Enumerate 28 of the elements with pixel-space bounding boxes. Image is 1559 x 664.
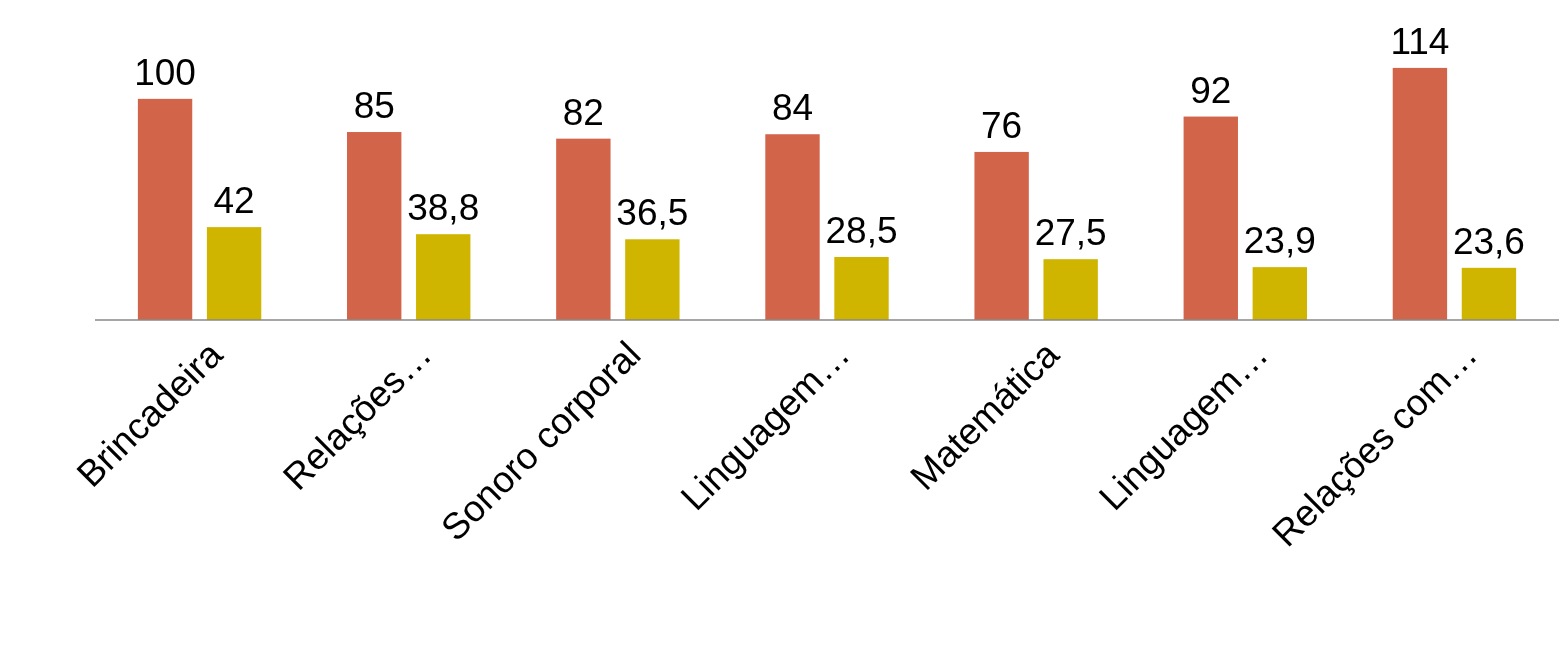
bar <box>206 227 262 320</box>
data-label: 36,5 <box>616 192 689 234</box>
bar <box>137 98 193 320</box>
data-label: 100 <box>134 51 196 93</box>
bar <box>1043 259 1098 320</box>
data-label: 82 <box>562 91 604 133</box>
bar <box>834 256 889 320</box>
data-label: 28,5 <box>825 209 898 251</box>
bar <box>765 134 820 320</box>
data-label: 38,8 <box>407 187 480 229</box>
bar <box>974 151 1029 320</box>
data-label: 85 <box>353 85 395 127</box>
data-label: 92 <box>1190 69 1232 111</box>
bar <box>625 239 680 320</box>
bar <box>1183 116 1238 320</box>
bar <box>1461 267 1517 320</box>
bar <box>347 132 402 320</box>
bar <box>1252 267 1307 320</box>
data-label: 114 <box>1390 20 1450 62</box>
data-label: 42 <box>213 180 255 222</box>
data-label: 84 <box>771 87 814 129</box>
data-label: 23,9 <box>1243 220 1316 262</box>
data-label: 27,5 <box>1034 212 1107 254</box>
data-label: 76 <box>981 104 1023 146</box>
bar <box>556 138 611 320</box>
data-label: 23,6 <box>1452 220 1525 262</box>
bar <box>1392 67 1448 320</box>
bar <box>416 234 471 320</box>
